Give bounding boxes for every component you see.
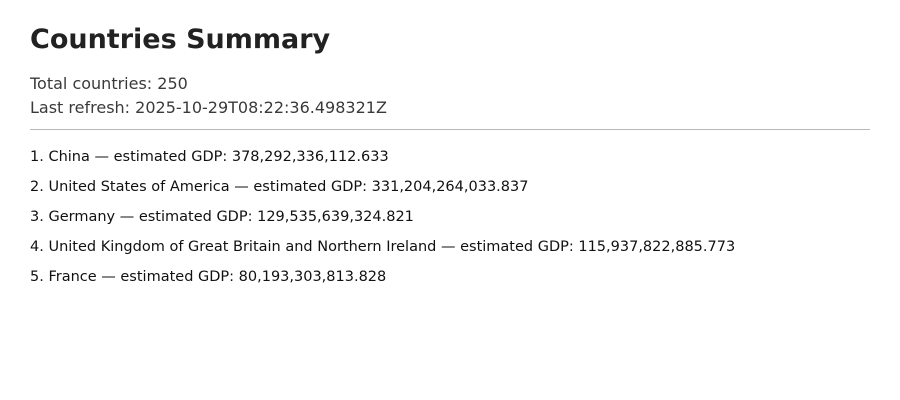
separator: — <box>94 149 109 165</box>
gdp-label: estimated GDP: <box>120 269 235 285</box>
rank-number: 2. <box>30 179 44 195</box>
last-refresh-label: Last refresh: <box>30 98 131 117</box>
separator: — <box>101 269 116 285</box>
gdp-value: 115,937,822,885.773 <box>578 239 736 255</box>
gdp-ranking-list: 1. China — estimated GDP: 378,292,336,11… <box>30 142 870 292</box>
rank-number: 1. <box>30 149 44 165</box>
gdp-value: 378,292,336,112.633 <box>231 149 389 165</box>
divider <box>30 129 870 130</box>
gdp-label: estimated GDP: <box>253 179 368 195</box>
list-item: 2. United States of America — estimated … <box>30 172 870 202</box>
country-name: United States of America <box>48 179 230 195</box>
separator: — <box>234 179 249 195</box>
gdp-label: estimated GDP: <box>460 239 574 255</box>
gdp-value: 331,204,264,033.837 <box>371 179 529 195</box>
separator: — <box>119 209 135 225</box>
summary-page: Countries Summary Total countries: 250 L… <box>30 22 870 292</box>
total-countries-line: Total countries: 250 <box>30 72 870 96</box>
list-item: 1. China — estimated GDP: 378,292,336,11… <box>30 142 870 172</box>
rank-number: 5. <box>30 269 44 285</box>
total-countries-label: Total countries: <box>30 74 153 93</box>
gdp-value: 129,535,639,324.821 <box>257 209 414 225</box>
country-name: China <box>48 149 90 165</box>
country-name: Germany <box>48 209 116 225</box>
gdp-label: estimated GDP: <box>138 209 253 225</box>
country-name: United Kingdom of Great Britain and Nort… <box>48 239 437 255</box>
gdp-label: estimated GDP: <box>113 149 228 165</box>
total-countries-value: 250 <box>157 74 188 93</box>
summary-meta: Total countries: 250 Last refresh: 2025-… <box>30 72 870 120</box>
gdp-value: 80,193,303,813.828 <box>238 269 387 285</box>
country-name: France <box>48 269 97 285</box>
list-item: 4. United Kingdom of Great Britain and N… <box>30 232 870 262</box>
rank-number: 3. <box>30 209 44 225</box>
page-title: Countries Summary <box>30 24 331 55</box>
list-item: 3. Germany — estimated GDP: 129,535,639,… <box>30 202 870 232</box>
list-item: 5. France — estimated GDP: 80,193,303,81… <box>30 262 870 292</box>
separator: — <box>440 239 456 255</box>
last-refresh-line: Last refresh: 2025-10-29T08:22:36.498321… <box>30 96 870 120</box>
rank-number: 4. <box>30 239 44 255</box>
last-refresh-value: 2025-10-29T08:22:36.498321Z <box>135 98 387 117</box>
